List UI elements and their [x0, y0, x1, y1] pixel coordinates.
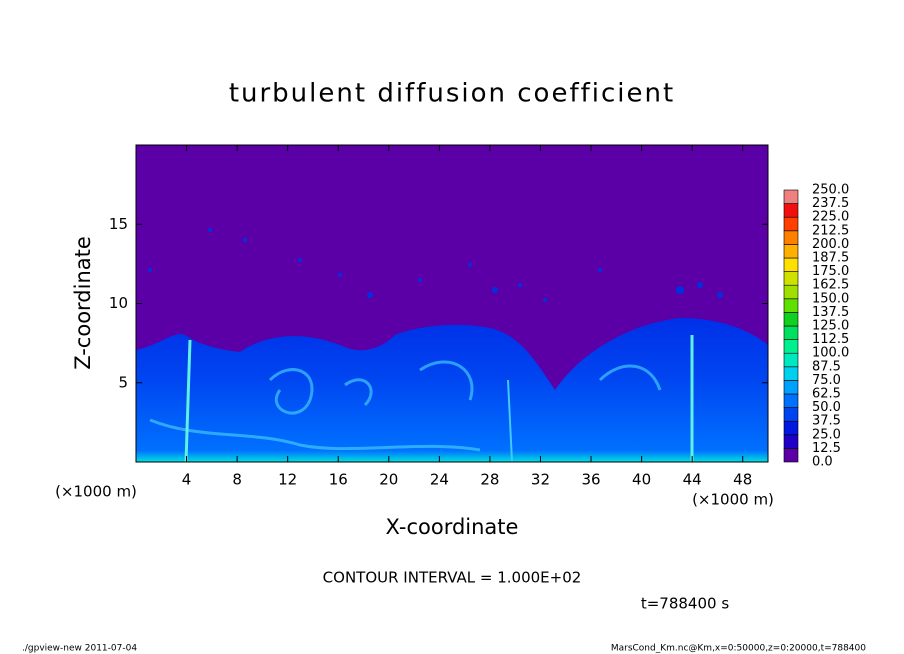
x-tick-label: 48 [733, 471, 752, 489]
x-tick-label: 32 [531, 471, 550, 489]
x-tick-label: 44 [683, 471, 702, 489]
colorbar-label: 100.0 [812, 346, 849, 361]
y-tick-label: 10 [109, 294, 128, 312]
colorbar-box [783, 366, 799, 381]
colorbar-box [783, 244, 799, 259]
colorbar-label: 50.0 [812, 400, 841, 415]
colorbar-box [783, 420, 799, 436]
y-axis-label: Z-coordinate [71, 236, 95, 370]
colorbar-label: 0.0 [812, 455, 833, 470]
colorbar-box [783, 230, 799, 245]
colorbar-box [783, 189, 799, 204]
colorbar-box [783, 216, 799, 232]
x-tick-label: 20 [379, 471, 398, 489]
time-label: t=788400 s [641, 595, 729, 613]
colorbar-label: 200.0 [812, 237, 849, 252]
colorbar-label: 150.0 [812, 291, 849, 306]
colorbar-label: 212.5 [812, 223, 849, 238]
y-tick-label: 15 [109, 215, 128, 233]
x-tick-label: 16 [329, 471, 348, 489]
colorbar-box [783, 203, 799, 218]
colorbar-box [783, 271, 799, 286]
chart-title: turbulent diffusion coefficient [229, 79, 675, 109]
colorbar-label: 112.5 [812, 332, 849, 347]
x-tick-label: 36 [581, 471, 600, 489]
colorbar-box [783, 298, 799, 313]
colorbar-label: 62.5 [812, 387, 841, 402]
footer-right: MarsCond_Km.nc@Km,x=0:50000,z=0:20000,t=… [611, 644, 866, 654]
footer-left: ./gpview-new 2011-07-04 [22, 644, 137, 654]
colorbar-box [783, 434, 799, 449]
colorbar-label: 187.5 [812, 251, 849, 266]
colorbar-box [783, 339, 799, 354]
colorbar-box [783, 312, 799, 327]
x-tick-label: 8 [232, 471, 242, 489]
colorbar-label: 137.5 [812, 305, 849, 320]
colorbar-label: 37.5 [812, 414, 841, 429]
colorbar-box [783, 325, 799, 340]
colorbar-box [783, 352, 799, 368]
colorbar-label: 25.0 [812, 427, 841, 442]
x-tick-label: 12 [278, 471, 297, 489]
colorbar-box [783, 407, 799, 422]
x-axis-label: X-coordinate [386, 515, 519, 539]
colorbar-label: 162.5 [812, 278, 849, 293]
colorbar-label: 225.0 [812, 210, 849, 225]
colorbar-box [783, 257, 799, 272]
colorbar-box [783, 380, 799, 395]
colorbar-box [783, 284, 799, 300]
colorbar-label: 75.0 [812, 373, 841, 388]
colorbar-label: 237.5 [812, 196, 849, 211]
field [136, 228, 768, 463]
colorbar-box [783, 448, 799, 463]
x-tick-label: 24 [430, 471, 449, 489]
colorbar-box [783, 393, 799, 408]
colorbar-label: 12.5 [812, 441, 841, 456]
colorbar-label: 87.5 [812, 359, 841, 374]
colorbar-label: 250.0 [812, 183, 849, 198]
colorbar-label: 175.0 [812, 264, 849, 279]
x-tick-label: 28 [480, 471, 499, 489]
x-tick-label: 40 [632, 471, 651, 489]
x-tick-label: 4 [182, 471, 192, 489]
x-unit-label: (×1000 m) [692, 491, 774, 509]
annotation: CONTOUR INTERVAL = 1.000E+02 [323, 569, 582, 587]
y-tick-label: 5 [118, 373, 128, 391]
colorbar-label: 125.0 [812, 319, 849, 334]
x-unit-label: (×1000 m) [55, 483, 137, 501]
